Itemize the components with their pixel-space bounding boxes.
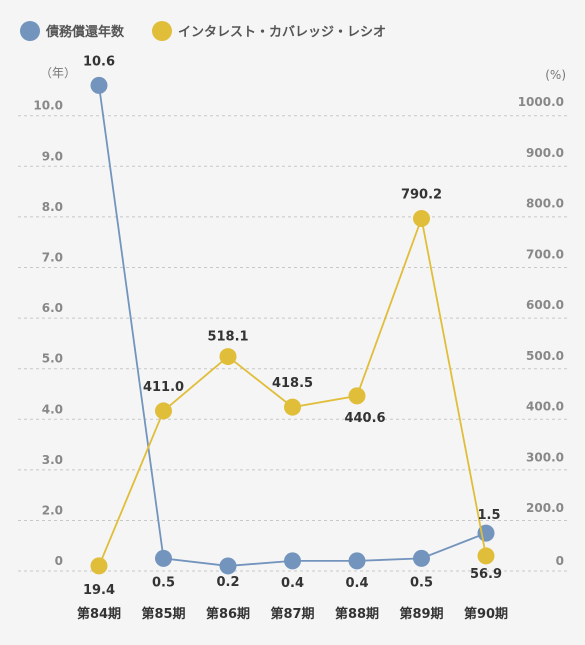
legend-label-1: 債務償還年数 bbox=[45, 24, 125, 40]
data-point bbox=[477, 547, 495, 565]
data-label: 790.2 bbox=[401, 187, 442, 202]
data-label: 440.6 bbox=[344, 411, 385, 426]
x-tick-label: 第86期 bbox=[206, 606, 250, 622]
x-axis-ticks: 第84期 第85期 第86期 第87期 第88期 第89期 第90期 bbox=[77, 606, 508, 622]
gridlines bbox=[18, 115, 568, 572]
x-tick-label: 第90期 bbox=[464, 606, 508, 622]
right-tick-label: 200.0 bbox=[526, 501, 564, 515]
right-tick-label: 1000.0 bbox=[518, 95, 564, 109]
data-label: 0.5 bbox=[152, 575, 175, 590]
right-tick-label: 700.0 bbox=[526, 247, 564, 261]
left-tick-label: 8.0 bbox=[42, 200, 63, 214]
legend-label-2: インタレスト・カバレッジ・レシオ bbox=[178, 25, 386, 40]
legend-marker-1 bbox=[20, 21, 40, 41]
data-label: 56.9 bbox=[470, 567, 502, 582]
left-tick-label: 2.0 bbox=[42, 504, 63, 518]
right-axis-ticks: 0 200.0 300.0 400.0 500.0 600.0 700.0 800.0 900.… bbox=[518, 95, 564, 568]
data-label: 1.5 bbox=[477, 508, 500, 523]
data-point bbox=[155, 549, 172, 567]
left-tick-label: 10.0 bbox=[33, 99, 63, 113]
x-tick-label: 第89期 bbox=[399, 606, 443, 622]
data-label: 411.0 bbox=[143, 380, 184, 395]
left-tick-label: 6.0 bbox=[42, 301, 63, 315]
right-tick-label: 0 bbox=[556, 554, 564, 568]
legend: 債務償還年数 インタレスト・カバレッジ・レシオ bbox=[20, 21, 386, 41]
data-point bbox=[284, 398, 301, 416]
left-axis-unit: （年） bbox=[40, 66, 76, 80]
right-tick-label: 900.0 bbox=[526, 146, 564, 160]
data-label: 0.2 bbox=[216, 575, 239, 590]
series: 10.6 0.5 0.2 0.4 0.4 0.5 1.5 19.4 411.0 518.1 418.… bbox=[83, 54, 502, 598]
left-tick-label: 4.0 bbox=[42, 402, 63, 416]
data-label: 518.1 bbox=[207, 330, 248, 345]
data-point bbox=[155, 402, 172, 420]
data-point bbox=[90, 76, 108, 94]
legend-marker-2 bbox=[152, 21, 172, 41]
data-point bbox=[348, 552, 366, 570]
x-tick-label: 第84期 bbox=[77, 606, 121, 622]
left-tick-label: 7.0 bbox=[42, 251, 63, 265]
left-tick-label: 9.0 bbox=[42, 149, 63, 163]
data-point bbox=[413, 209, 430, 227]
left-tick-label: 0 bbox=[55, 554, 63, 568]
right-tick-label: 600.0 bbox=[526, 298, 564, 312]
right-tick-label: 400.0 bbox=[526, 400, 564, 414]
right-axis-unit: (%) bbox=[545, 68, 566, 82]
data-point bbox=[284, 552, 301, 570]
x-tick-label: 第88期 bbox=[335, 606, 379, 622]
x-tick-label: 第85期 bbox=[141, 606, 185, 622]
data-point bbox=[348, 387, 366, 405]
right-tick-label: 500.0 bbox=[526, 349, 564, 363]
data-label: 0.5 bbox=[410, 575, 433, 590]
data-point bbox=[90, 557, 108, 575]
left-axis-ticks: 0 2.0 3.0 4.0 5.0 6.0 7.0 8.0 9.0 10.0 bbox=[33, 99, 63, 568]
right-tick-label: 300.0 bbox=[526, 450, 564, 464]
data-point bbox=[219, 348, 237, 366]
left-tick-label: 3.0 bbox=[42, 453, 63, 467]
data-label: 0.4 bbox=[281, 576, 304, 591]
x-tick-label: 第87期 bbox=[270, 606, 314, 622]
data-label: 19.4 bbox=[83, 583, 115, 598]
data-label: 10.6 bbox=[83, 54, 115, 69]
left-tick-label: 5.0 bbox=[42, 352, 63, 366]
data-label: 418.5 bbox=[272, 376, 313, 391]
right-tick-label: 800.0 bbox=[526, 197, 564, 211]
series-line-1 bbox=[98, 85, 487, 567]
data-label: 0.4 bbox=[345, 576, 368, 591]
data-point bbox=[219, 557, 237, 575]
data-point bbox=[413, 549, 430, 567]
